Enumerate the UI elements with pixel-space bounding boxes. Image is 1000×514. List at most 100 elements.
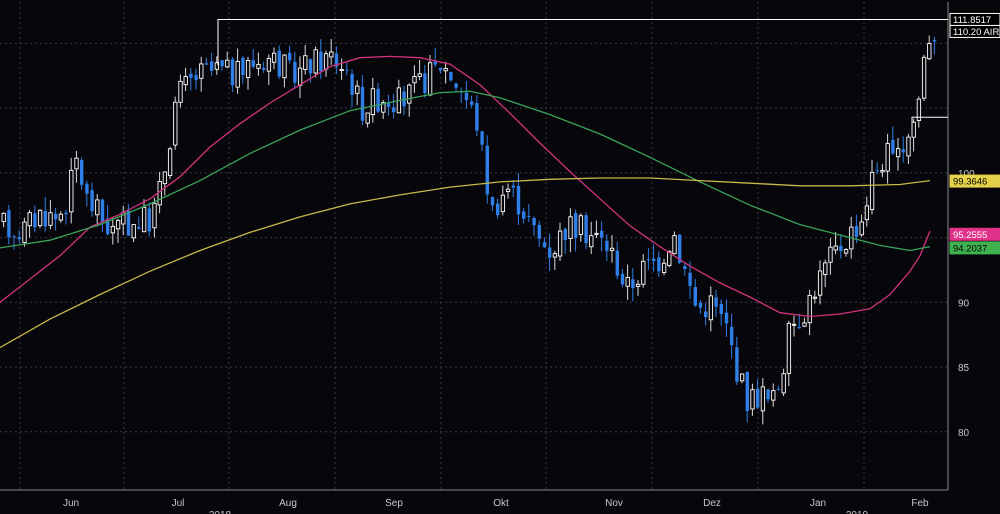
candle-up xyxy=(443,68,448,72)
price-tag-box xyxy=(949,174,1000,188)
candle-up xyxy=(609,247,615,252)
candle-up xyxy=(282,54,287,79)
price-tag-label: 110.20 AIR xyxy=(953,27,999,38)
candle-up xyxy=(921,56,927,99)
candle-up xyxy=(911,121,916,138)
candle-up xyxy=(641,260,646,285)
candle-up xyxy=(22,221,27,243)
candle-down xyxy=(438,67,443,71)
candle-up xyxy=(672,235,677,255)
candle-up xyxy=(833,245,838,251)
candle-up xyxy=(781,373,786,394)
candle-down xyxy=(308,59,313,74)
candle-up xyxy=(1,212,6,223)
candle-down xyxy=(386,102,391,107)
candle-up xyxy=(329,51,334,58)
candle-down xyxy=(402,91,406,107)
candle-down xyxy=(901,149,905,153)
candle-up xyxy=(843,249,849,254)
candle-down xyxy=(464,92,469,101)
x-year-label: 2018 xyxy=(209,510,232,514)
candle-up xyxy=(625,277,630,287)
candle-up xyxy=(760,386,766,412)
candle-down xyxy=(584,215,588,244)
price-tag-label: 111.8517 xyxy=(953,15,991,26)
candle-down xyxy=(350,74,354,95)
candle-down xyxy=(334,53,339,67)
candle-up xyxy=(48,212,53,226)
candle-up xyxy=(74,157,79,170)
candle-down xyxy=(693,287,697,306)
candle-down xyxy=(12,236,16,238)
y-tick-label: 100 xyxy=(958,169,975,180)
candle-up xyxy=(635,283,641,287)
candle-down xyxy=(189,73,193,78)
candle-down xyxy=(33,213,37,228)
x-year-label: 2019 xyxy=(846,510,869,514)
candle-up xyxy=(27,212,32,227)
candle-down xyxy=(704,311,708,318)
candle-up xyxy=(355,85,360,94)
candle-down xyxy=(516,185,521,215)
candle-down xyxy=(194,75,198,81)
candle-up xyxy=(895,148,901,158)
candle-down xyxy=(527,215,531,217)
candle-up xyxy=(568,216,573,239)
candles-group xyxy=(1,35,937,425)
candle-up xyxy=(365,112,370,124)
candle-down xyxy=(485,145,489,195)
candle-down xyxy=(475,103,479,131)
step-line xyxy=(911,116,948,135)
candle-down xyxy=(891,139,895,154)
candle-down xyxy=(106,218,110,235)
candle-up xyxy=(828,246,833,263)
high-line xyxy=(217,18,948,66)
candle-down xyxy=(776,389,781,391)
candle-down xyxy=(241,57,245,76)
price-tag-box xyxy=(949,24,1000,38)
candle-up xyxy=(791,323,797,326)
candle-up xyxy=(667,251,672,267)
candle-up xyxy=(256,63,261,69)
moving-average-line-ma_mid xyxy=(0,90,931,252)
candle-up xyxy=(812,296,818,299)
candle-down xyxy=(54,213,58,220)
candle-down xyxy=(376,88,380,112)
candle-up xyxy=(859,221,864,236)
candle-up xyxy=(823,262,828,275)
candle-up xyxy=(880,170,885,173)
candle-down xyxy=(678,234,682,263)
candle-up xyxy=(370,88,376,116)
candle-down xyxy=(137,227,141,229)
candle-up xyxy=(661,262,667,273)
price-tag-label: 95.2555 xyxy=(953,230,987,241)
candle-down xyxy=(797,326,801,329)
candle-up xyxy=(594,232,599,235)
x-tick-label: Jun xyxy=(63,498,79,509)
x-tick-label: Sep xyxy=(385,498,403,509)
x-tick-label: Okt xyxy=(493,498,509,509)
candle-down xyxy=(511,185,515,188)
candle-down xyxy=(449,72,453,81)
candle-down xyxy=(496,203,500,216)
candle-down xyxy=(277,50,281,77)
candle-down xyxy=(735,347,739,382)
candle-down xyxy=(64,212,68,215)
candle-up xyxy=(916,98,922,121)
candle-up xyxy=(412,76,417,84)
candle-down xyxy=(319,51,323,71)
candle-down xyxy=(683,266,687,270)
moving-average-line-ma_short xyxy=(0,55,931,318)
candle-up xyxy=(381,102,386,113)
candle-down xyxy=(537,224,541,239)
candle-down xyxy=(480,131,484,145)
candle-up xyxy=(313,49,318,74)
candle-up xyxy=(927,43,932,60)
candle-up xyxy=(69,169,74,213)
price-tag-box xyxy=(949,227,1000,241)
candle-up xyxy=(235,61,240,88)
candle-up xyxy=(183,76,188,86)
candle-up xyxy=(37,209,43,227)
candle-down xyxy=(932,39,937,42)
